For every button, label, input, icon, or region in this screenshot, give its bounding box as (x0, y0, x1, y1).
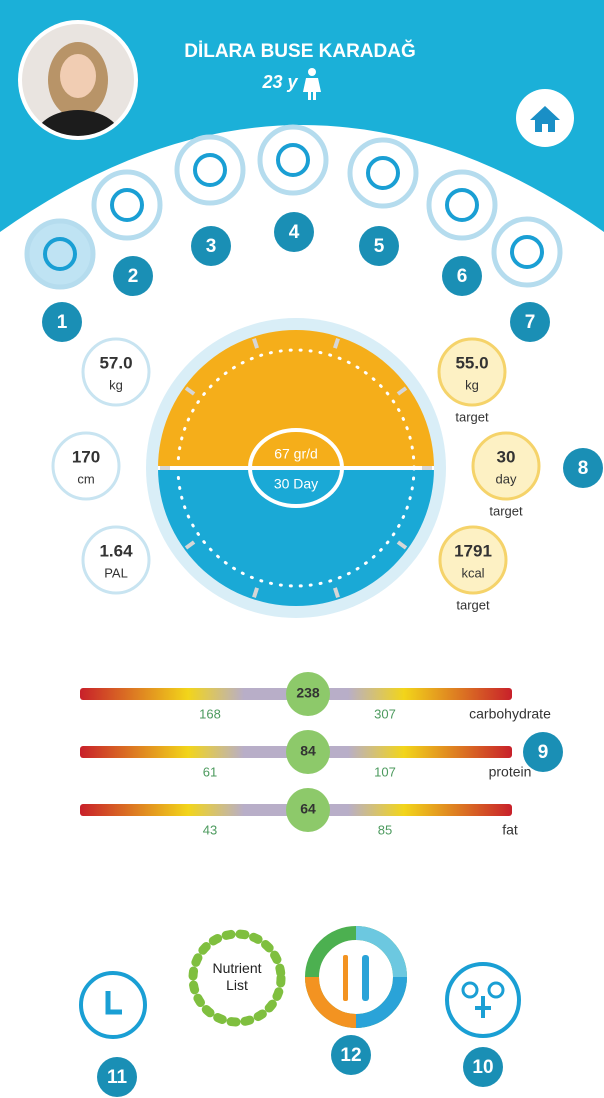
user-age: 23 y (261, 72, 298, 92)
home-button[interactable] (516, 89, 574, 147)
macro-value: 238 (296, 685, 320, 701)
menu-item[interactable] (94, 172, 160, 238)
badge-number: 1 (57, 312, 68, 333)
macro-max: 307 (374, 706, 396, 721)
metric-unit: day (496, 471, 517, 486)
gauge: 67 gr/d 30 Day (146, 318, 446, 618)
metric-value: 170 (72, 447, 100, 466)
gauge-rate: 67 gr/d (274, 446, 318, 462)
menu-item[interactable] (27, 221, 93, 287)
clock-button[interactable] (81, 973, 145, 1037)
metric-value: 1.64 (99, 541, 133, 560)
badge-number: 11 (107, 1067, 128, 1088)
menu-circle (94, 172, 160, 238)
gauge-duration: 30 Day (274, 476, 318, 492)
plate-button[interactable] (312, 933, 400, 1021)
badge-number: 8 (578, 458, 589, 479)
screen-graphics: DİLARA BUSE KARADAĞ 23 y 67 gr/d 30 Day … (0, 0, 604, 1098)
badge-number: 12 (340, 1045, 361, 1066)
badge-number: 5 (374, 236, 385, 257)
macro-value: 64 (300, 801, 316, 817)
metric-unit: cm (77, 471, 94, 486)
menu-item[interactable] (429, 172, 495, 238)
macro-min: 61 (203, 764, 217, 779)
services-button[interactable] (447, 964, 519, 1036)
badge-number: 7 (525, 312, 536, 333)
menu-circle (494, 219, 560, 285)
macro-value: 84 (300, 743, 316, 759)
macro-max: 85 (378, 822, 392, 837)
macro-min: 168 (199, 706, 221, 721)
metric-value: 57.0 (99, 353, 132, 372)
macro-name: carbohydrate (469, 706, 551, 722)
user-name: DİLARA BUSE KARADAĞ (184, 40, 416, 62)
metric-value: 1791 (454, 541, 492, 560)
nutrient-list-label: Nutrient List (207, 960, 267, 994)
metric-unit: kg (465, 377, 479, 392)
app-screen: DİLARA BUSE KARADAĞ 23 y 67 gr/d 30 Day … (0, 0, 604, 1098)
badge-number: 3 (206, 236, 217, 257)
macro-bars: 238 168 307 carbohydrate 84 61 107 protein 64 43 8… (80, 672, 551, 838)
badge-number: 2 (128, 266, 139, 287)
menu-item[interactable] (350, 140, 416, 206)
menu-circle (177, 137, 243, 203)
menu-item[interactable] (177, 137, 243, 203)
target-note: target (455, 409, 489, 424)
metric-unit: kg (109, 377, 123, 392)
metric-unit: kcal (461, 565, 484, 580)
target-note: target (456, 597, 490, 612)
metric-unit: PAL (104, 565, 128, 580)
badge-number: 6 (457, 266, 468, 287)
macro-name: fat (502, 822, 518, 838)
metric-value: 30 (497, 447, 516, 466)
badge-number: 9 (538, 742, 549, 763)
menu-circle (27, 221, 93, 287)
macro-min: 43 (203, 822, 217, 837)
menu-item[interactable] (494, 219, 560, 285)
target-note: target (489, 503, 523, 518)
menu-item[interactable] (260, 127, 326, 193)
badge-number: 4 (289, 222, 300, 243)
menu-circle (429, 172, 495, 238)
metric-value: 55.0 (455, 353, 488, 372)
menu-circle (260, 127, 326, 193)
badge-number: 10 (472, 1057, 493, 1078)
macro-name: protein (489, 764, 532, 780)
menu-circle (350, 140, 416, 206)
macro-max: 107 (374, 764, 396, 779)
